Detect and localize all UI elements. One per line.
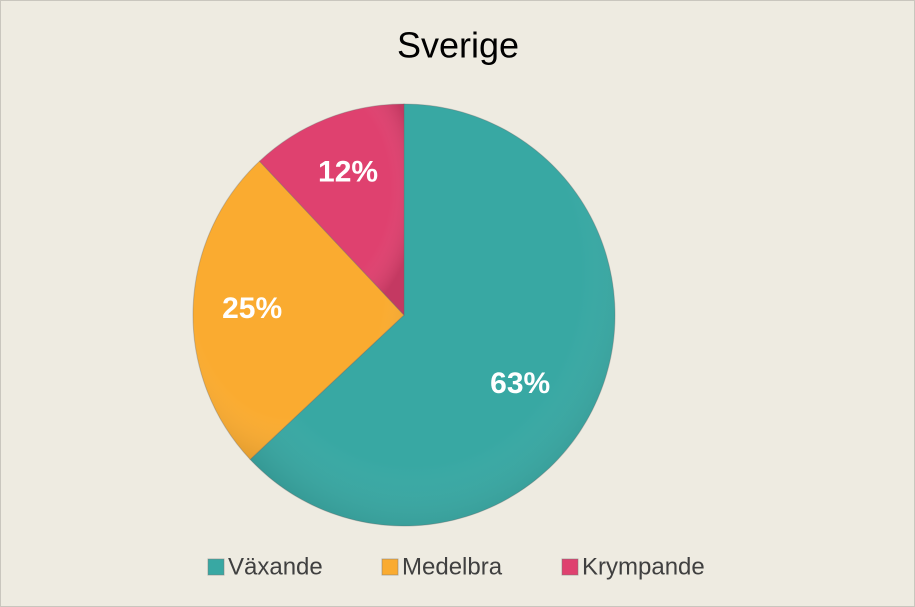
legend-label: Medelbra: [402, 553, 503, 580]
legend-label: Växande: [228, 553, 323, 580]
chart-title: Sverige: [397, 25, 519, 66]
data-label: 63%: [490, 367, 550, 400]
pie: 63% 25% 12%: [192, 103, 616, 527]
legend-marker: [561, 558, 579, 576]
legend-marker: [207, 558, 225, 576]
data-label: 12%: [318, 156, 378, 189]
legend-label: Krympande: [582, 553, 705, 580]
legend: Växande Medelbra Krympande: [207, 553, 705, 580]
legend-marker: [381, 558, 399, 576]
data-label: 25%: [222, 292, 282, 325]
